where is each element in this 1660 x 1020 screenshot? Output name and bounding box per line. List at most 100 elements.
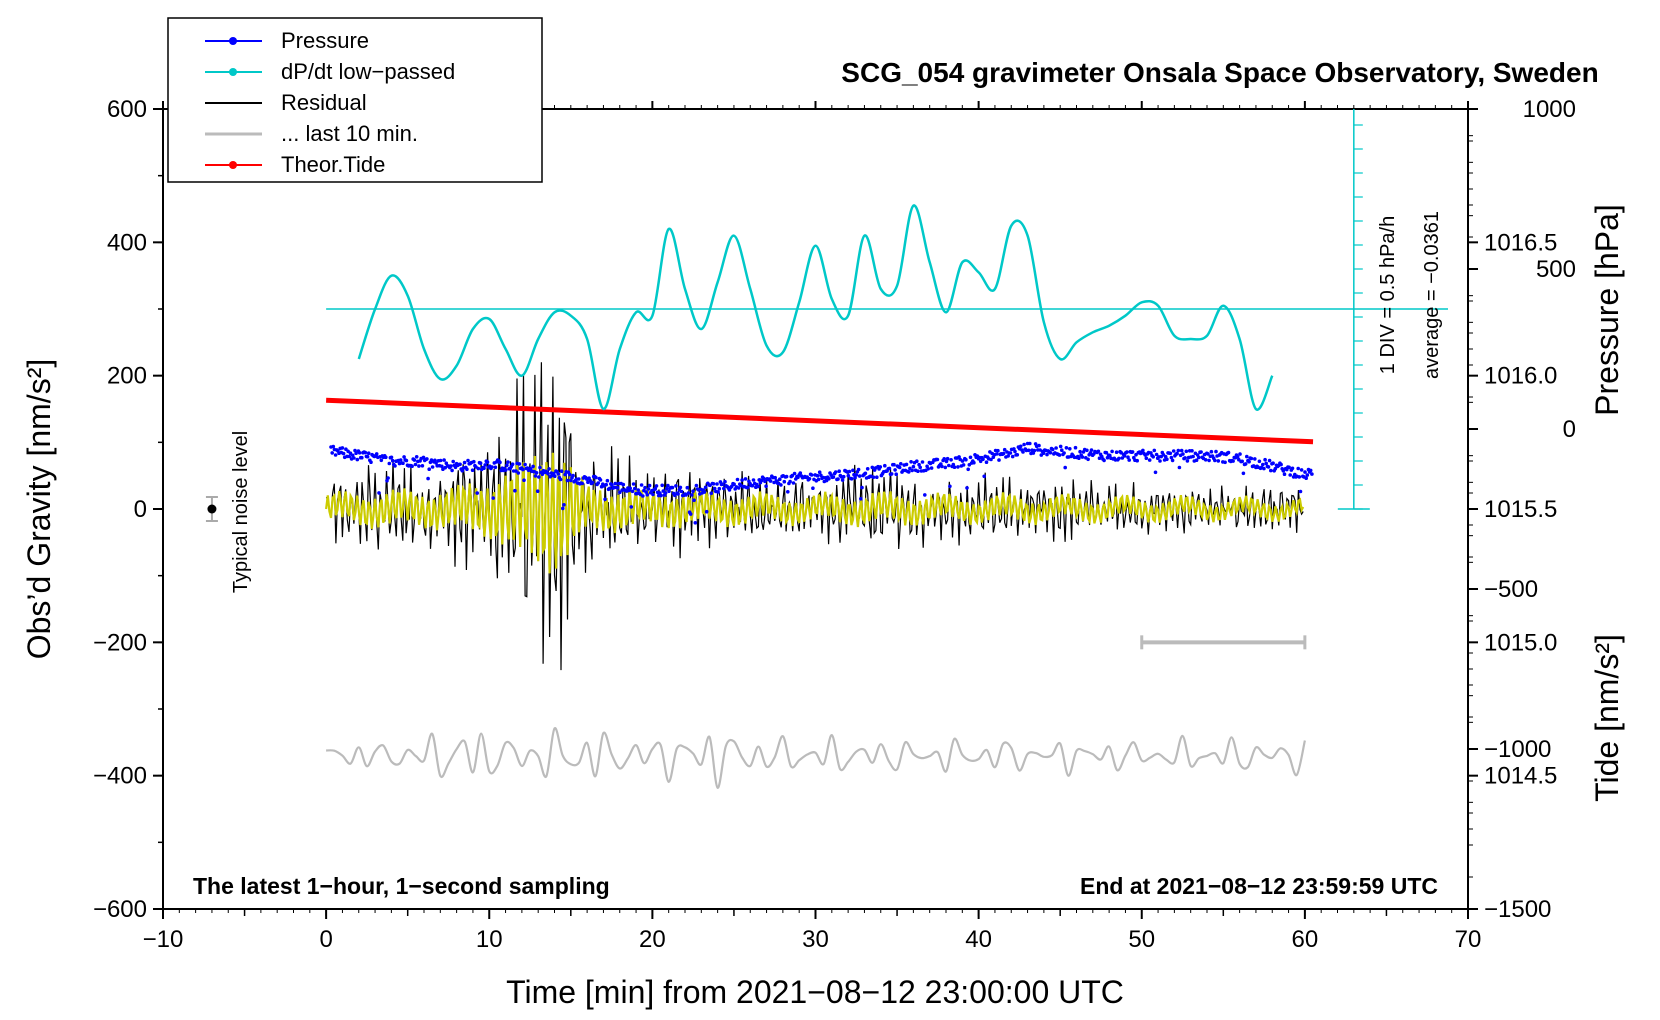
y-pressure-tick-label: 1015.5 (1484, 496, 1557, 523)
pressure-point (1271, 461, 1275, 466)
pressure-point (894, 472, 898, 477)
pressure-point (450, 468, 454, 473)
pressure-point (1152, 448, 1157, 453)
pressure-point (1308, 468, 1313, 473)
y-left-tick-label: 400 (107, 229, 147, 256)
noise-level-label: Typical noise level (230, 431, 252, 593)
pressure-point (1257, 459, 1262, 464)
pressure-point (412, 458, 417, 462)
pressure-point (398, 458, 403, 462)
pressure-point (920, 460, 925, 464)
pressure-point (732, 482, 736, 487)
pressure-point (664, 486, 669, 491)
pressure-point (942, 457, 946, 461)
pressure-point (1191, 454, 1195, 459)
pressure-point (889, 472, 894, 476)
pressure-point (1147, 458, 1152, 462)
y-pressure-tick-label: 1016.5 (1484, 229, 1557, 256)
pressure-point (899, 462, 903, 466)
pressure-point (377, 491, 381, 495)
pressure-point (1194, 458, 1199, 463)
pressure-point (702, 490, 707, 494)
pressure-point (989, 457, 993, 462)
pressure-point (712, 486, 717, 491)
pressure-point (1141, 448, 1145, 453)
pressure-point (1125, 450, 1129, 454)
scale-div-label: 1 DIV = 0.5 hPa/h (1377, 216, 1399, 374)
pressure-point (1269, 468, 1273, 473)
pressure-point (1287, 465, 1291, 470)
pressure-point (636, 488, 640, 492)
pressure-point (628, 486, 632, 491)
pressure-point (690, 493, 694, 497)
pressure-point (1298, 489, 1303, 494)
residual-smoothed-line (325, 452, 1305, 574)
pressure-point (485, 460, 490, 464)
pressure-point (556, 472, 561, 476)
pressure-point (414, 455, 419, 459)
pressure-point (1060, 448, 1064, 453)
pressure-point (646, 487, 651, 491)
pressure-point (430, 465, 435, 469)
pressure-point (577, 477, 581, 481)
pressure-point (647, 483, 652, 488)
pressure-point (859, 497, 863, 501)
pressure-point (1288, 473, 1292, 477)
pressure-point (352, 456, 356, 460)
pressure-point (840, 478, 845, 482)
pressure-point (1151, 455, 1155, 459)
y-tide-tick-label: 0 (1563, 416, 1576, 443)
pressure-point (438, 458, 443, 463)
pressure-point (751, 478, 756, 482)
y-tide-tick-label: 1000 (1523, 96, 1576, 123)
pressure-point (365, 454, 370, 459)
pressure-point (1080, 455, 1085, 459)
pressure-point (717, 486, 722, 491)
pressure-series (329, 441, 1314, 525)
pressure-point (948, 484, 952, 489)
pressure-point (449, 464, 453, 468)
pressure-point (357, 451, 362, 455)
pressure-point (996, 448, 1000, 453)
pressure-point (1165, 457, 1169, 462)
pressure-point (643, 485, 647, 490)
pressure-point (472, 459, 476, 464)
pressure-point (521, 467, 525, 472)
pressure-point (893, 468, 897, 472)
pressure-point (516, 471, 521, 475)
pressure-point (1179, 448, 1184, 453)
pressure-point (715, 482, 719, 486)
pressure-point (870, 465, 875, 470)
pressure-point (1057, 453, 1062, 457)
pressure-point (610, 483, 614, 487)
pressure-point (534, 471, 539, 475)
pressure-point (462, 460, 467, 465)
pressure-point (404, 458, 409, 463)
legend-marks (205, 37, 262, 169)
pressure-point (644, 490, 648, 494)
pressure-point (1199, 450, 1203, 454)
pressure-point (1114, 450, 1119, 455)
pressure-point (1305, 473, 1310, 477)
pressure-point (1266, 465, 1271, 469)
pressure-point (716, 490, 720, 494)
pressure-point (478, 461, 483, 466)
pressure-point (401, 461, 405, 466)
pressure-point (1126, 455, 1130, 460)
y-tide-axis-label: Tide [nm/s²] (1589, 634, 1625, 802)
pressure-point (763, 479, 767, 484)
x-tick-label: 60 (1292, 926, 1319, 953)
pressure-point (778, 477, 782, 482)
pressure-point (330, 451, 335, 455)
pressure-point (440, 464, 444, 469)
y-left-axis-ticks: 600 400 200 0 −200 −400 −600 (93, 96, 163, 923)
pressure-point (482, 466, 486, 471)
pressure-point (350, 453, 355, 458)
pressure-point (1062, 451, 1066, 455)
pressure-point (688, 512, 693, 516)
x-axis-ticks: −10 0 10 20 30 40 50 60 70 (143, 101, 1481, 953)
pressure-point (1170, 458, 1175, 463)
pressure-point (389, 455, 394, 460)
pressure-point (952, 465, 957, 470)
pressure-point (493, 465, 498, 470)
